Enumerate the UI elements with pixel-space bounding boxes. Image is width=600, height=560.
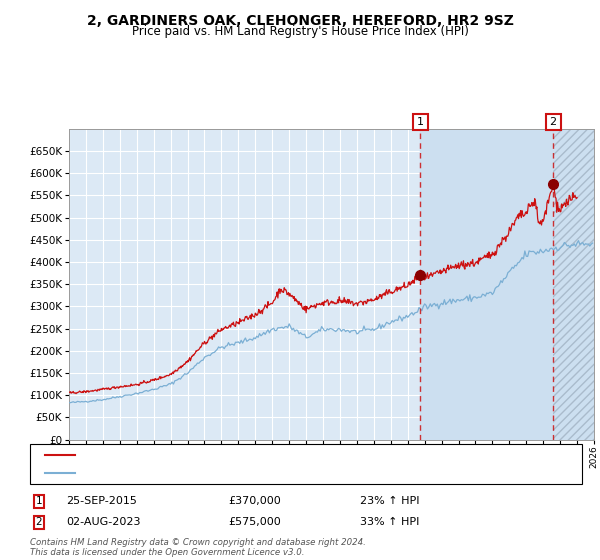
Text: £575,000: £575,000 <box>228 517 281 528</box>
Text: 25-SEP-2015: 25-SEP-2015 <box>66 496 137 506</box>
Bar <box>553 129 594 440</box>
Text: Price paid vs. HM Land Registry's House Price Index (HPI): Price paid vs. HM Land Registry's House … <box>131 25 469 38</box>
Text: 33% ↑ HPI: 33% ↑ HPI <box>360 517 419 528</box>
Text: 02-AUG-2023: 02-AUG-2023 <box>66 517 140 528</box>
Text: £370,000: £370,000 <box>228 496 281 506</box>
Text: 23% ↑ HPI: 23% ↑ HPI <box>360 496 419 506</box>
Text: 2, GARDINERS OAK, CLEHONGER, HEREFORD, HR2 9SZ: 2, GARDINERS OAK, CLEHONGER, HEREFORD, H… <box>86 14 514 28</box>
Text: 2: 2 <box>35 517 43 528</box>
Bar <box>421 129 553 440</box>
Text: HPI: Average price, detached house, Herefordshire: HPI: Average price, detached house, Here… <box>81 468 328 478</box>
Text: 2, GARDINERS OAK, CLEHONGER, HEREFORD, HR2 9SZ (detached house): 2, GARDINERS OAK, CLEHONGER, HEREFORD, H… <box>81 450 441 460</box>
Text: Contains HM Land Registry data © Crown copyright and database right 2024.
This d: Contains HM Land Registry data © Crown c… <box>30 538 366 557</box>
Bar <box>553 129 594 440</box>
Text: 1: 1 <box>35 496 43 506</box>
Text: 1: 1 <box>417 116 424 127</box>
Text: 2: 2 <box>550 116 557 127</box>
